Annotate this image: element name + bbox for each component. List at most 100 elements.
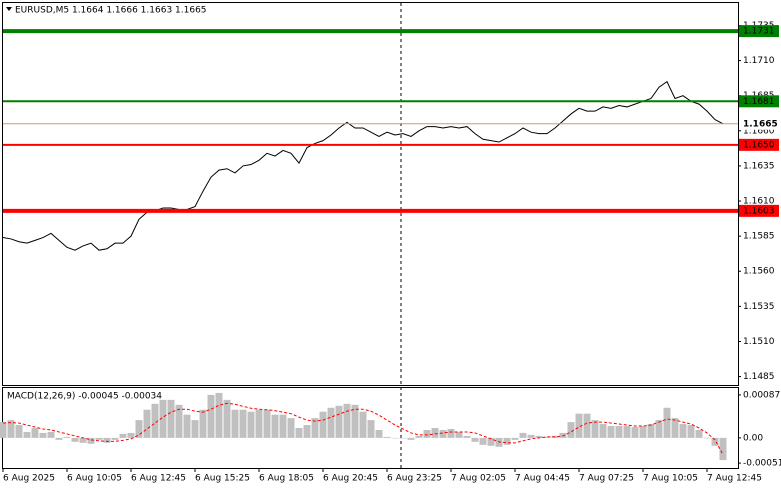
x-tick-label: 6 Aug 18:05: [259, 474, 314, 484]
macd-bar: [335, 405, 343, 438]
macd-bar: [679, 424, 687, 438]
macd-bar: [479, 437, 487, 445]
macd-bar: [511, 437, 519, 440]
macd-bar: [39, 432, 47, 438]
level-label: 1.1681: [743, 97, 775, 107]
macd-bar: [623, 426, 631, 438]
y-tick-label: 1.1710: [743, 56, 775, 66]
x-tick-label: 6 Aug 20:45: [323, 474, 378, 484]
y-tick-label: 0.00: [743, 433, 763, 443]
macd-bar: [591, 420, 599, 438]
macd-bar: [287, 418, 295, 438]
macd-bar: [383, 436, 391, 438]
macd-bar: [607, 426, 615, 438]
macd-bar: [255, 409, 263, 438]
macd-bar: [447, 428, 455, 438]
macd-bar: [103, 437, 111, 443]
macd-bar: [671, 418, 679, 438]
level-label: 1.1603: [743, 206, 775, 216]
y-tick-label: 1.1535: [743, 302, 775, 312]
macd-bar: [695, 429, 703, 438]
macd-bar: [143, 409, 151, 438]
y-tick-label: 0.00087: [743, 390, 780, 400]
level-label-box: [739, 25, 779, 38]
macd-bar: [367, 420, 375, 438]
macd-bar: [655, 420, 663, 438]
macd-bar: [47, 431, 55, 438]
macd-bar: [503, 437, 511, 445]
macd-bar: [567, 422, 575, 438]
macd-bar: [527, 434, 535, 438]
macd-bar: [639, 426, 647, 438]
macd-bar: [487, 437, 495, 446]
macd-bar: [111, 437, 119, 440]
level-label-box: [739, 204, 779, 217]
signal-line: [2, 402, 724, 455]
x-tick-label: 6 Aug 10:05: [67, 474, 122, 484]
macd-title: MACD(12,26,9) -0.00045 -0.00034: [7, 392, 162, 402]
menu-arrow: [6, 7, 12, 11]
macd-bar: [63, 436, 71, 438]
y-tick-label: 1.1610: [743, 197, 775, 207]
macd-bar: [415, 435, 423, 438]
level-label: 1.1731: [743, 27, 775, 37]
macd-bar: [455, 431, 463, 438]
macd-bar: [431, 428, 439, 438]
macd-bar: [631, 427, 639, 438]
macd-bar: [535, 435, 543, 438]
macd-bar: [127, 432, 135, 438]
macd-bar: [399, 437, 407, 439]
macd-bar: [87, 437, 95, 444]
chart-title: EURUSD,M5 1.1664 1.1666 1.1663 1.1665: [15, 6, 207, 16]
macd-bar: [439, 429, 447, 438]
macd-bar: [375, 429, 383, 438]
macd-bar: [151, 403, 159, 438]
marks: 1.14851.15101.15351.15601.15851.16101.16…: [0, 21, 781, 484]
macd-bar: [119, 433, 127, 438]
macd-bar: [7, 420, 15, 438]
macd-bar: [647, 424, 655, 438]
macd-bar: [519, 432, 527, 438]
x-tick-label: 7 Aug 04:45: [515, 474, 570, 484]
macd-bar: [191, 420, 199, 438]
macd-bar: [663, 407, 671, 438]
macd-bar: [711, 437, 719, 446]
x-tick-label: 6 Aug 12:45: [131, 474, 186, 484]
macd-bar: [231, 409, 239, 438]
macd-bar: [167, 399, 175, 438]
macd-bar: [95, 437, 103, 440]
macd-bar: [263, 409, 271, 438]
x-tick-label: 6 Aug 2025: [3, 474, 55, 484]
x-tick-label: 7 Aug 02:05: [451, 474, 506, 484]
price-panel: [2, 2, 739, 386]
x-tick-label: 7 Aug 10:05: [643, 474, 698, 484]
macd-bar: [183, 414, 191, 438]
macd-bar: [223, 399, 231, 438]
macd-bar: [583, 413, 591, 438]
price-line: [2, 80, 724, 251]
macd-bar: [295, 428, 303, 438]
macd-bar: [463, 435, 471, 438]
macd-bar: [31, 428, 39, 438]
y-tick-label: 1.1585: [743, 232, 775, 242]
macd-bar: [23, 431, 31, 438]
macd-bar: [575, 413, 583, 438]
level-label-box: [739, 138, 779, 151]
macd-bar: [239, 409, 247, 438]
macd-bar: [159, 399, 167, 438]
macd-bar: [687, 425, 695, 438]
macd-bar: [79, 437, 87, 443]
macd-bar: [703, 437, 711, 439]
y-tick-label: 1.1485: [743, 372, 775, 382]
macd-bar: [199, 409, 207, 438]
level-label-box: [739, 117, 779, 130]
macd-bar: [391, 437, 399, 439]
macd-bar: [15, 425, 23, 438]
macd-bar: [175, 404, 183, 438]
y-tick-label: -0.00051: [743, 459, 781, 469]
macd-bar: [279, 414, 287, 438]
macd-bar: [0, 422, 7, 438]
y-tick-label: 1.1560: [743, 267, 775, 277]
macd-bar: [543, 436, 551, 438]
